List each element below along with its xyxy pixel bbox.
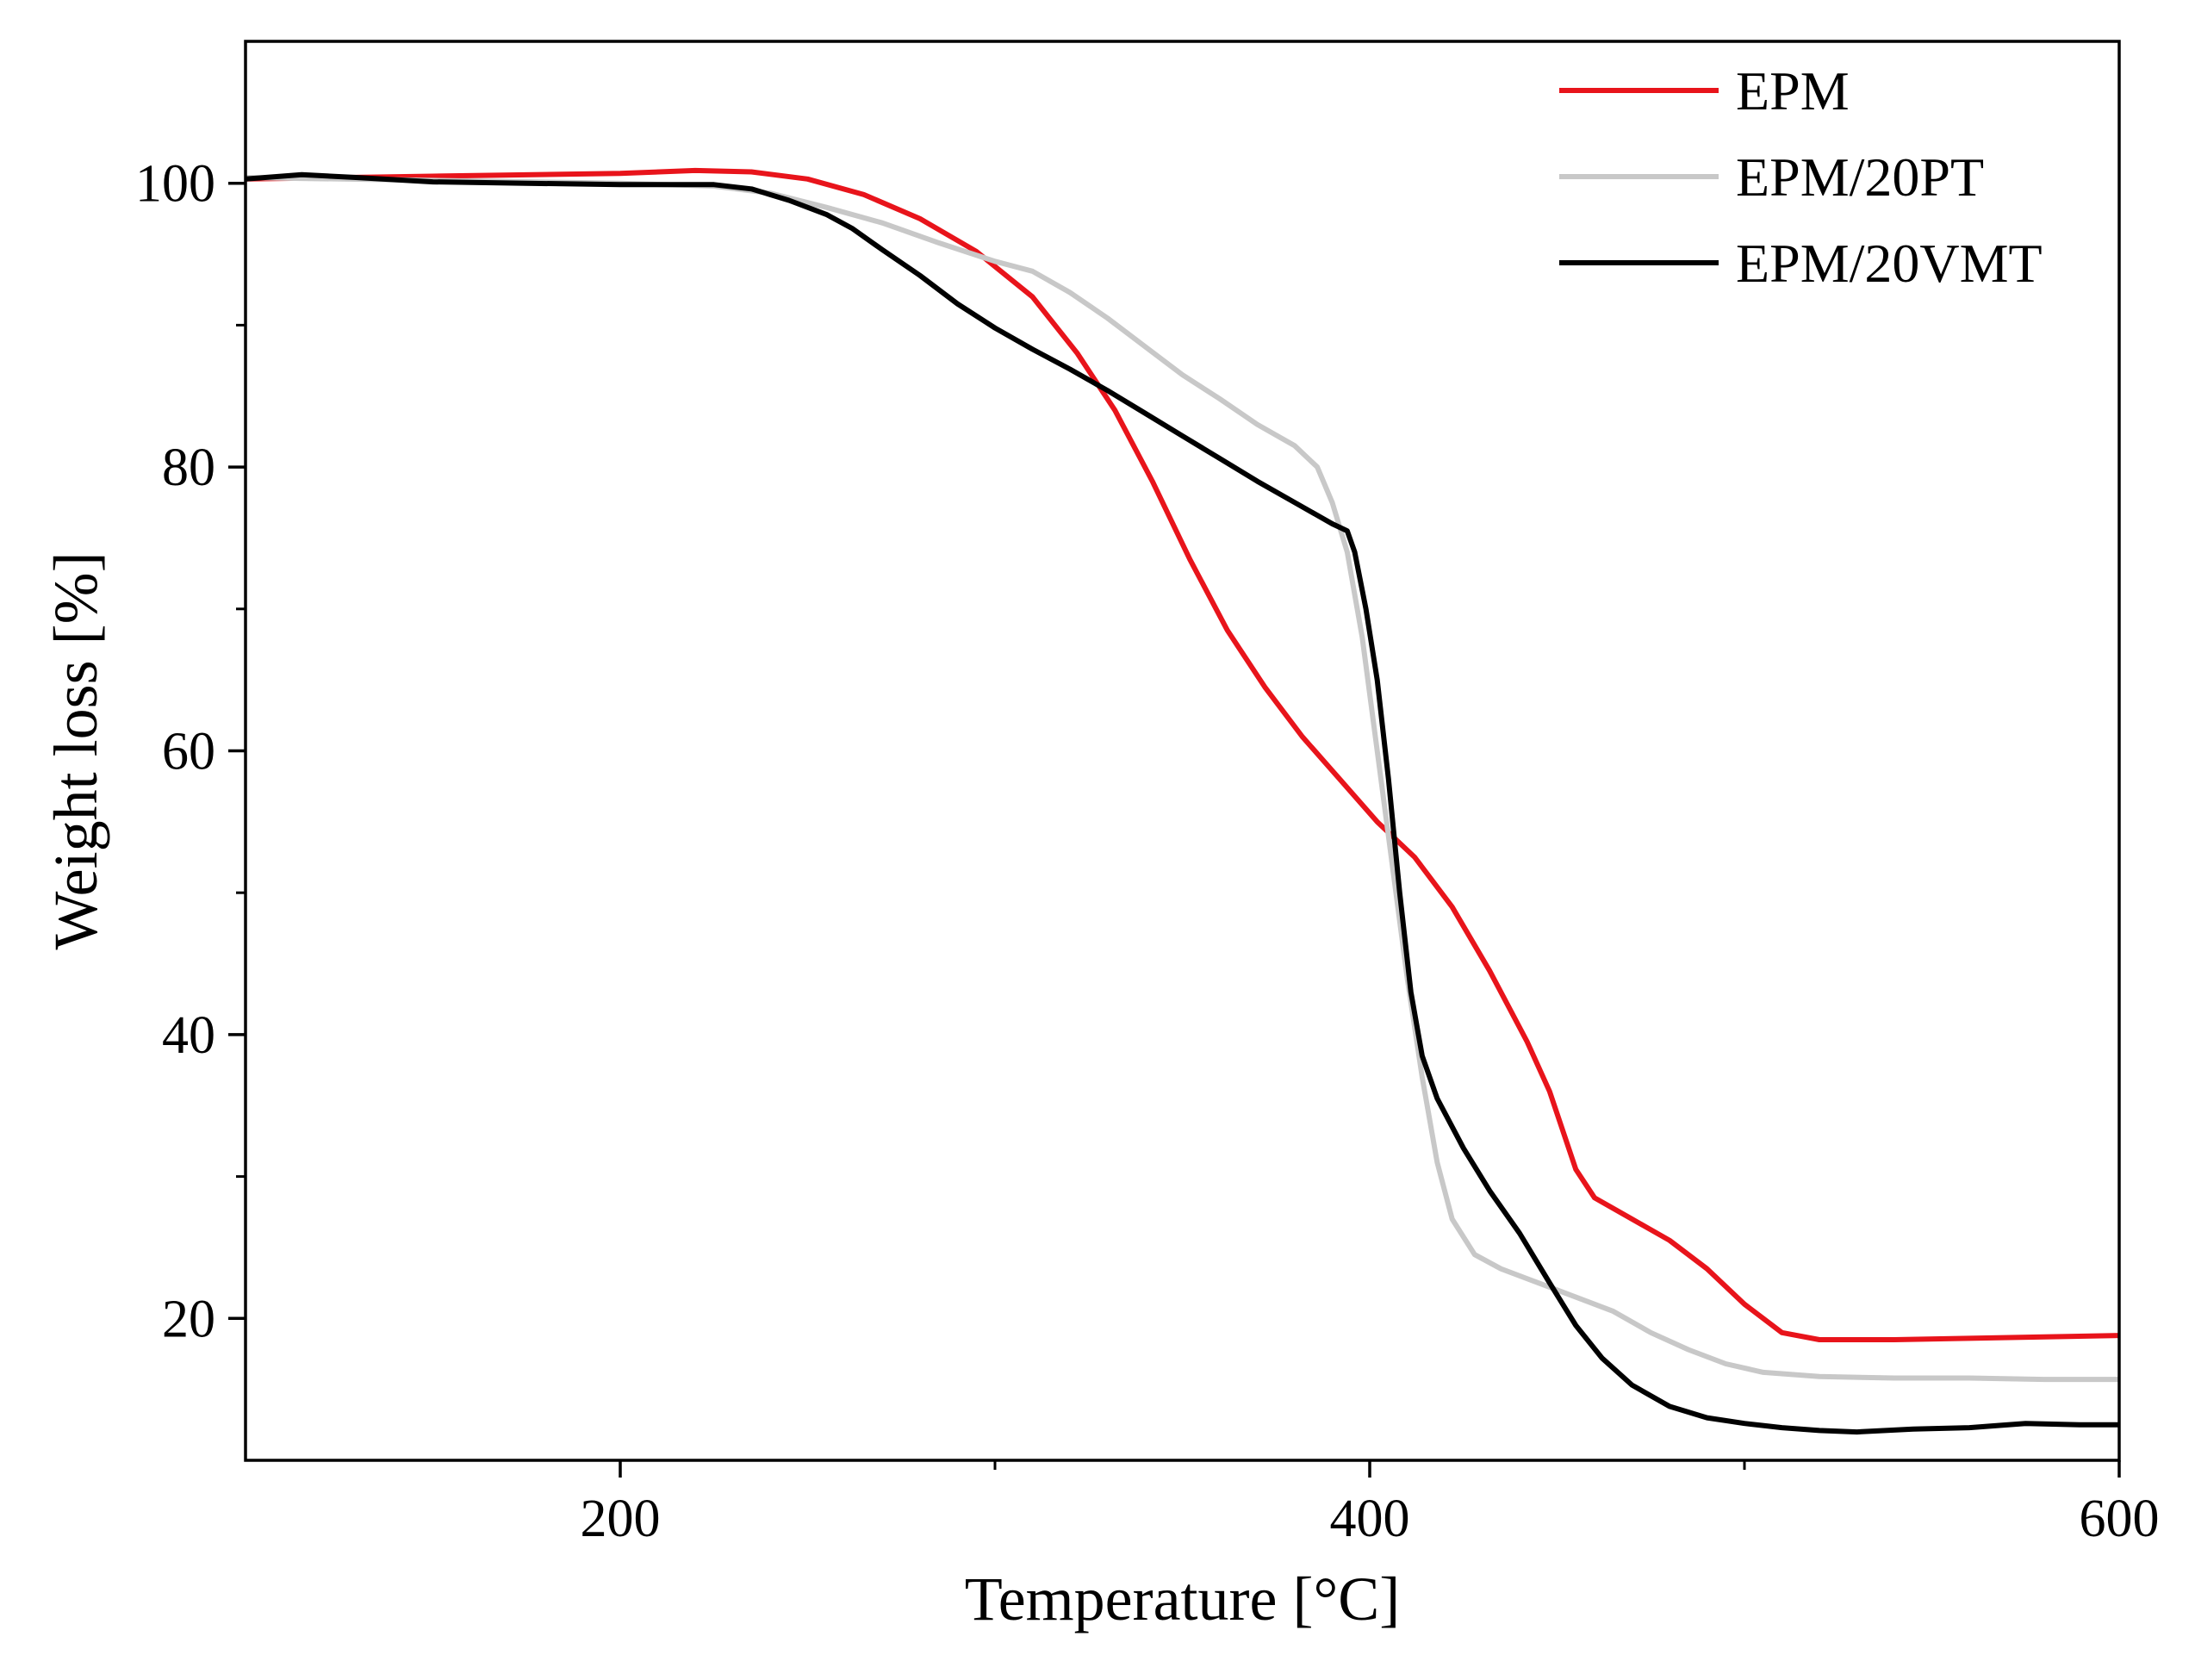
legend-label: EPM/20VMT xyxy=(1736,233,2043,294)
y-tick-label: 80 xyxy=(162,439,215,497)
y-tick-label: 20 xyxy=(162,1290,215,1348)
legend-label: EPM/20PT xyxy=(1736,146,1984,208)
series-line-epm-20vmt xyxy=(246,171,2119,1435)
y-tick-label: 60 xyxy=(162,723,215,781)
x-tick-label: 400 xyxy=(1330,1490,1410,1548)
series-line-epm xyxy=(246,167,2119,1342)
x-tick-label: 200 xyxy=(581,1490,661,1548)
legend-label: EPM xyxy=(1736,60,1850,121)
y-tick-label: 100 xyxy=(135,155,215,214)
y-axis-title: Weight loss [%] xyxy=(41,551,110,949)
legend: EPM EPM/20PT EPM/20VMT xyxy=(1559,60,2043,294)
x-axis-title: Temperature [°C] xyxy=(965,1565,1401,1633)
y-tick-label: 40 xyxy=(162,1006,215,1065)
x-tick-label: 600 xyxy=(2080,1490,2160,1548)
series-line-epm-20pt xyxy=(246,175,2119,1383)
